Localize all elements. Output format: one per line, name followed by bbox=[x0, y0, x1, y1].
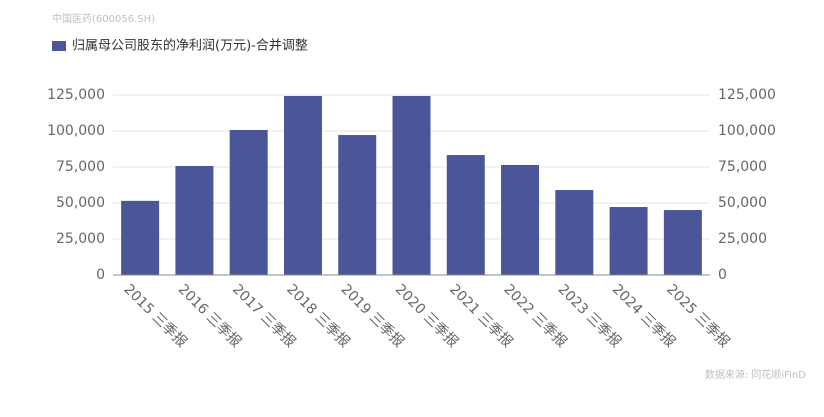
bar bbox=[663, 210, 702, 275]
legend-label: 归属母公司股东的净利润(万元)-合并调整 bbox=[72, 38, 308, 54]
y-tick-label: 0 bbox=[96, 267, 105, 283]
source: 数据来源: 同花顺iFinD bbox=[705, 368, 806, 381]
y2-tick-label: 100,000 bbox=[718, 123, 776, 139]
y-tick-label: 25,000 bbox=[56, 231, 105, 247]
y2-tick-label: 0 bbox=[718, 267, 727, 283]
bar bbox=[338, 135, 377, 275]
bar bbox=[229, 129, 268, 275]
y2-tick-label: 75,000 bbox=[718, 159, 767, 175]
y-tick-label: 125,000 bbox=[47, 87, 105, 103]
bar bbox=[283, 96, 322, 276]
y-tick-label: 100,000 bbox=[47, 123, 105, 139]
y-tick-label: 50,000 bbox=[56, 195, 105, 211]
bar bbox=[609, 207, 648, 275]
legend-swatch bbox=[52, 41, 66, 51]
y2-tick-label: 125,000 bbox=[718, 87, 776, 103]
y2-tick-label: 50,000 bbox=[718, 195, 767, 211]
bar bbox=[555, 190, 594, 275]
bar bbox=[121, 200, 160, 275]
bar bbox=[446, 155, 485, 275]
bar bbox=[175, 165, 214, 275]
y-tick-label: 75,000 bbox=[56, 159, 105, 175]
bar bbox=[392, 96, 431, 276]
y2-tick-label: 25,000 bbox=[718, 231, 767, 247]
chart-title: 中国医药(600056.SH) bbox=[52, 12, 155, 25]
bar bbox=[501, 164, 540, 275]
